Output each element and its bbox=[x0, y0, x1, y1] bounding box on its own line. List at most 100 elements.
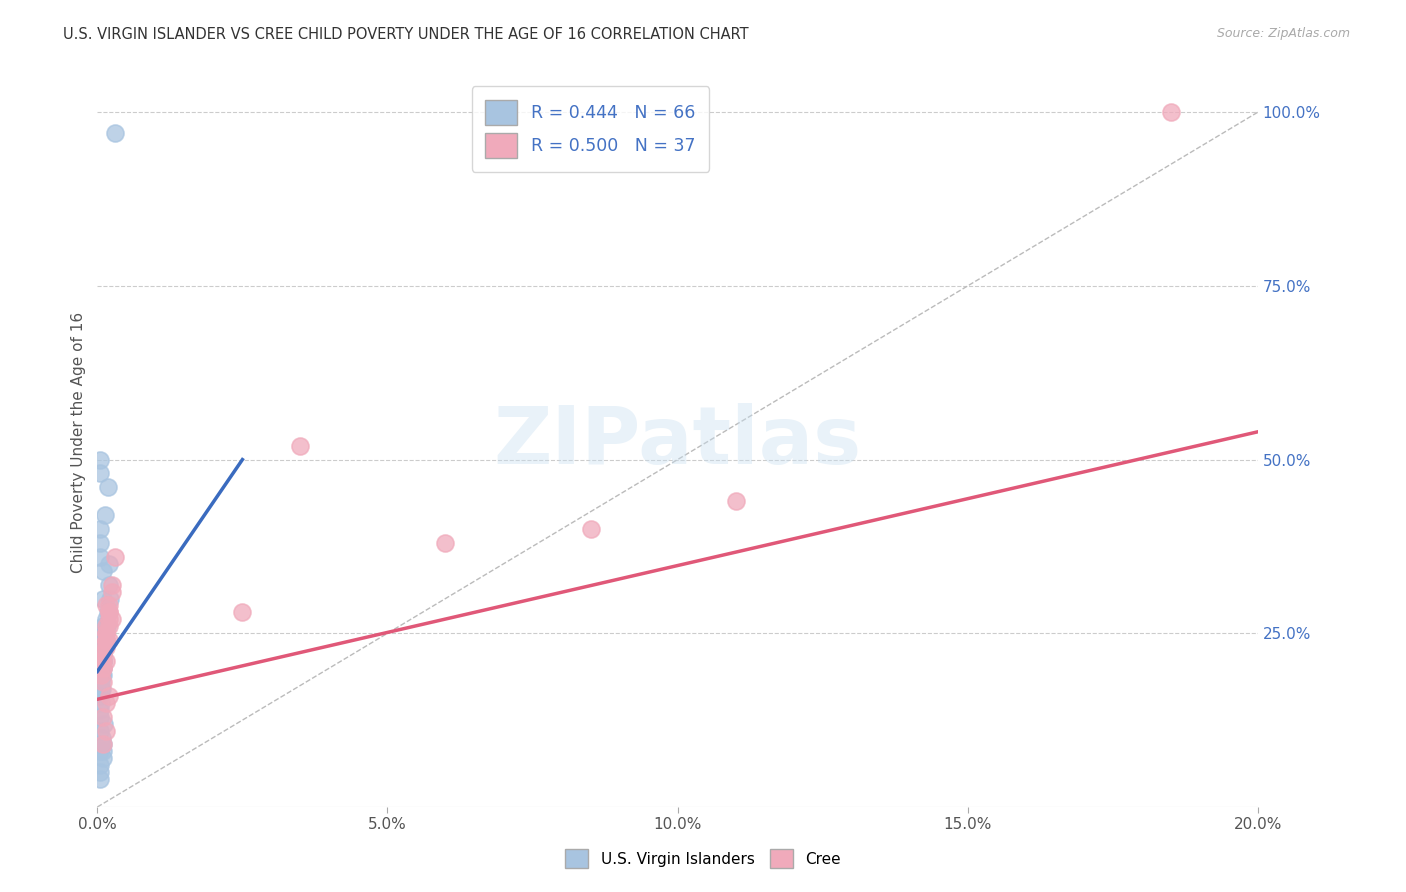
Point bbox=[93, 640, 115, 655]
Point bbox=[91, 681, 114, 696]
Point bbox=[91, 744, 114, 758]
Point bbox=[101, 612, 124, 626]
Point bbox=[89, 661, 111, 675]
Point bbox=[97, 612, 120, 626]
Y-axis label: Child Poverty Under the Age of 16: Child Poverty Under the Age of 16 bbox=[72, 311, 86, 573]
Point bbox=[91, 654, 114, 668]
Point bbox=[93, 633, 115, 648]
Point bbox=[97, 689, 120, 703]
Point bbox=[91, 661, 114, 675]
Point bbox=[91, 661, 114, 675]
Point bbox=[89, 703, 111, 717]
Point bbox=[90, 668, 112, 682]
Point bbox=[97, 577, 120, 591]
Point bbox=[89, 689, 111, 703]
Point bbox=[94, 696, 117, 710]
Point bbox=[94, 626, 117, 640]
Point bbox=[91, 564, 114, 578]
Point bbox=[94, 633, 117, 648]
Point bbox=[94, 633, 117, 648]
Point bbox=[93, 640, 115, 655]
Point bbox=[89, 758, 111, 772]
Point bbox=[91, 654, 114, 668]
Point bbox=[94, 654, 117, 668]
Point bbox=[94, 640, 117, 655]
Point bbox=[579, 522, 602, 536]
Point bbox=[90, 654, 112, 668]
Point bbox=[91, 654, 114, 668]
Point bbox=[94, 626, 117, 640]
Point bbox=[89, 744, 111, 758]
Point bbox=[89, 772, 111, 787]
Point bbox=[91, 674, 114, 689]
Point bbox=[89, 452, 111, 467]
Point bbox=[91, 647, 114, 661]
Point bbox=[91, 647, 114, 661]
Point bbox=[91, 619, 114, 633]
Point bbox=[91, 654, 114, 668]
Point bbox=[90, 674, 112, 689]
Point bbox=[93, 640, 115, 655]
Point bbox=[94, 612, 117, 626]
Point bbox=[101, 584, 124, 599]
Point bbox=[94, 626, 117, 640]
Point bbox=[91, 640, 114, 655]
Point bbox=[91, 626, 114, 640]
Point bbox=[91, 661, 114, 675]
Point bbox=[97, 633, 120, 648]
Point bbox=[101, 577, 124, 591]
Legend: R = 0.444   N = 66, R = 0.500   N = 37: R = 0.444 N = 66, R = 0.500 N = 37 bbox=[471, 87, 709, 172]
Point bbox=[90, 668, 112, 682]
Point bbox=[91, 731, 114, 745]
Point bbox=[97, 599, 120, 613]
Point bbox=[93, 716, 115, 731]
Point bbox=[90, 738, 112, 752]
Point bbox=[89, 536, 111, 550]
Point bbox=[91, 668, 114, 682]
Point bbox=[104, 126, 127, 140]
Point bbox=[91, 751, 114, 765]
Point bbox=[97, 606, 120, 620]
Text: Source: ZipAtlas.com: Source: ZipAtlas.com bbox=[1216, 27, 1350, 40]
Point bbox=[94, 633, 117, 648]
Point bbox=[94, 599, 117, 613]
Point bbox=[91, 633, 114, 648]
Point bbox=[91, 661, 114, 675]
Point bbox=[96, 619, 118, 633]
Point bbox=[90, 654, 112, 668]
Legend: U.S. Virgin Islanders, Cree: U.S. Virgin Islanders, Cree bbox=[558, 841, 848, 875]
Point bbox=[91, 738, 114, 752]
Point bbox=[91, 661, 114, 675]
Point bbox=[89, 549, 111, 564]
Point bbox=[724, 494, 747, 508]
Point bbox=[89, 522, 111, 536]
Point bbox=[94, 619, 117, 633]
Point bbox=[1160, 105, 1182, 120]
Point bbox=[91, 591, 114, 606]
Point bbox=[94, 508, 117, 523]
Point bbox=[104, 549, 127, 564]
Point bbox=[91, 709, 114, 723]
Point bbox=[93, 626, 115, 640]
Point bbox=[93, 640, 115, 655]
Point bbox=[91, 668, 114, 682]
Point bbox=[97, 606, 120, 620]
Text: U.S. VIRGIN ISLANDER VS CREE CHILD POVERTY UNDER THE AGE OF 16 CORRELATION CHART: U.S. VIRGIN ISLANDER VS CREE CHILD POVER… bbox=[63, 27, 749, 42]
Point bbox=[91, 661, 114, 675]
Point bbox=[90, 661, 112, 675]
Text: ZIPatlas: ZIPatlas bbox=[494, 403, 862, 481]
Point bbox=[97, 606, 120, 620]
Point bbox=[89, 709, 111, 723]
Point bbox=[91, 647, 114, 661]
Point bbox=[97, 557, 120, 571]
Point bbox=[90, 681, 112, 696]
Point bbox=[91, 633, 114, 648]
Point bbox=[91, 738, 114, 752]
Point bbox=[434, 536, 457, 550]
Point bbox=[90, 696, 112, 710]
Point bbox=[97, 480, 120, 494]
Point bbox=[89, 647, 111, 661]
Point bbox=[89, 765, 111, 780]
Point bbox=[89, 723, 111, 738]
Point bbox=[231, 606, 253, 620]
